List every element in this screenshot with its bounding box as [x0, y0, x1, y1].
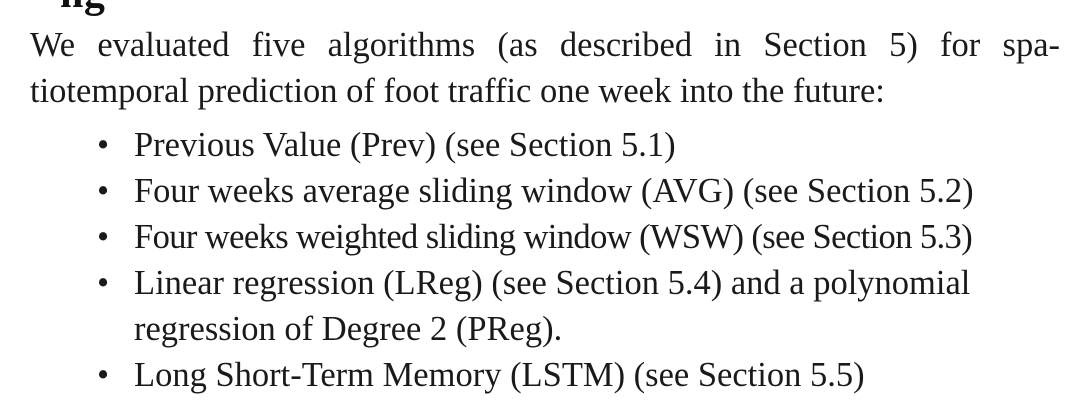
paragraph-line: We evaluated five algorithms (as describ… [30, 26, 1060, 64]
list-item-text: Previous Value (Prev) (see Section 5.1) [134, 126, 676, 164]
algorithm-list: • Previous Value (Prev) (see Section 5.1… [0, 122, 1080, 398]
list-item-text: Long Short-Term Memory (LSTM) (see Secti… [134, 356, 865, 394]
list-item-text: Four weeks average sliding window (AVG) … [134, 172, 974, 210]
list-item: • Four weeks weighted sliding window (WS… [0, 214, 1080, 260]
bullet-marker: • [97, 264, 110, 302]
list-item: • Linear regression (LReg) (see Section … [0, 260, 1080, 352]
bullet-marker: • [97, 126, 110, 164]
bullet-marker: • [97, 356, 110, 394]
list-item: • Four weeks average sliding window (AVG… [0, 168, 1080, 214]
paragraph-line: tiotemporal prediction of foot traffic o… [30, 72, 885, 110]
list-item-text-continuation: regression of Degree 2 (PReg). [134, 310, 563, 348]
list-item: • Long Short-Term Memory (LSTM) (see Sec… [0, 352, 1080, 398]
list-item: • Previous Value (Prev) (see Section 5.1… [0, 122, 1080, 168]
bullet-marker: • [97, 218, 110, 256]
list-item-text: Four weeks weighted sliding window (WSW)… [134, 218, 973, 256]
intro-paragraph: We evaluated five algorithms (as describ… [30, 22, 1060, 114]
list-item-text: Linear regression (LReg) (see Section 5.… [134, 264, 971, 302]
bullet-marker: • [97, 172, 110, 210]
section-heading-fragment: ng [60, 0, 105, 15]
